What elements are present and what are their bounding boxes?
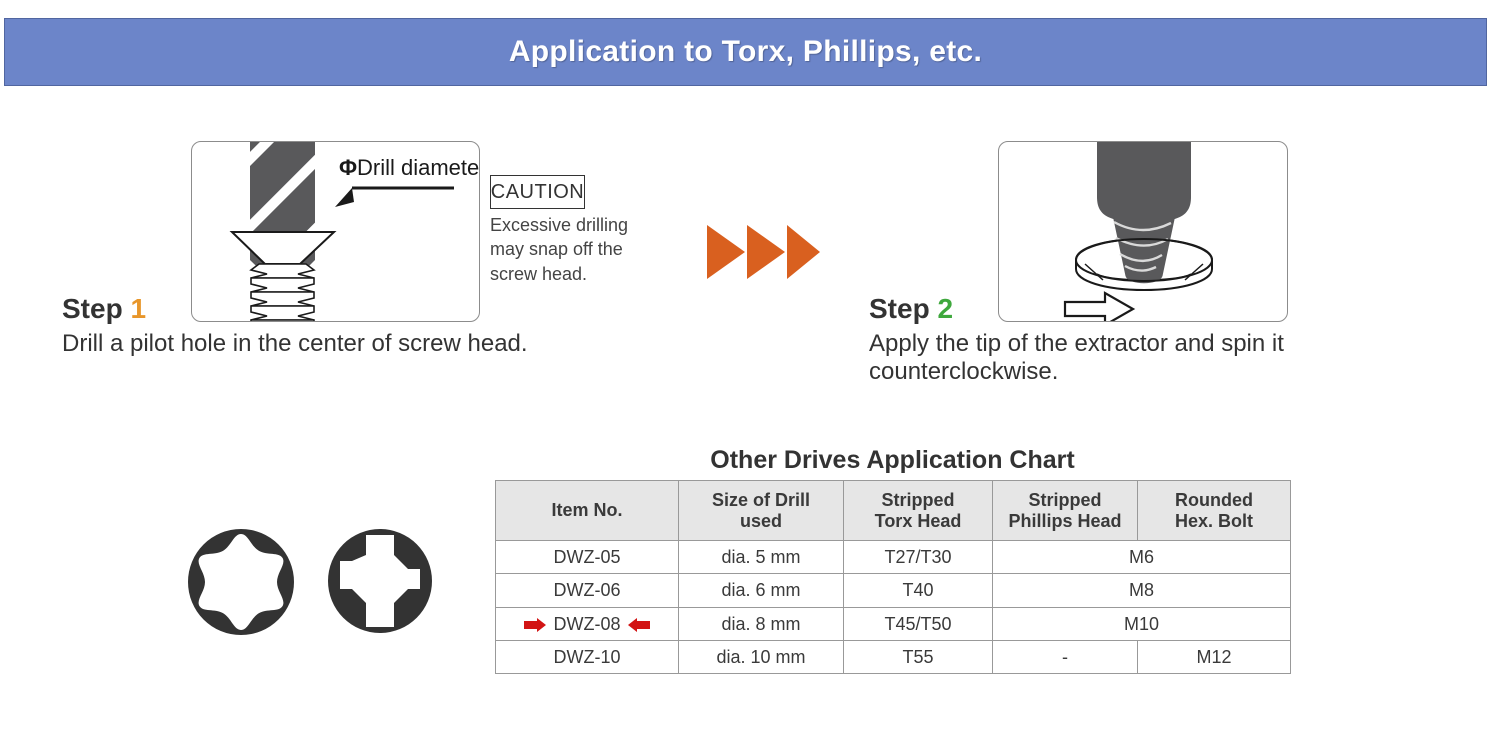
svg-text:Φ: Φ bbox=[339, 155, 357, 180]
svg-text:Drill diameter: Drill diameter bbox=[357, 155, 480, 180]
